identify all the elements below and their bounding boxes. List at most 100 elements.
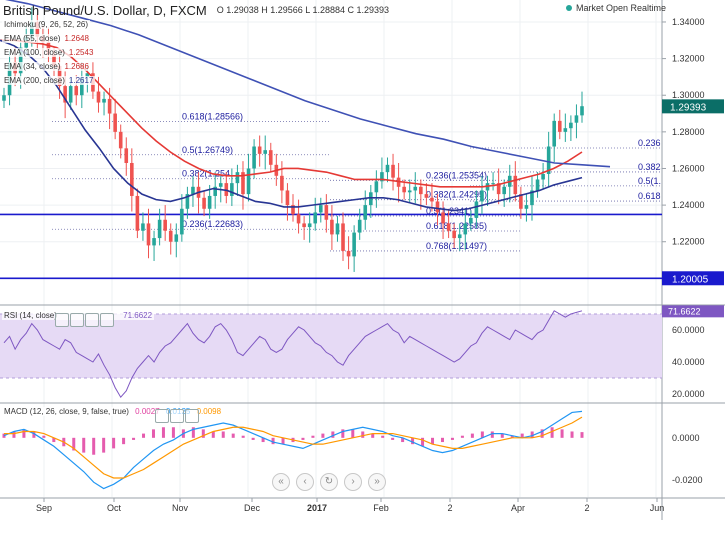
macd-hist-bar [580, 432, 584, 438]
fib-level-label: 0.236(1.22683) [182, 219, 243, 229]
candle-body [68, 86, 73, 103]
rsi-close-icon[interactable] [85, 313, 99, 327]
macd-settings-icon[interactable] [155, 409, 169, 423]
macd-hist-bar [171, 427, 175, 438]
candle-body [569, 122, 573, 129]
ema55-label[interactable]: EMA (55, close) 1.2648 [2, 34, 91, 43]
candle-body [18, 47, 23, 74]
fib-level-label: 0.5(1.26749) [182, 145, 233, 155]
macd-close-icon[interactable] [185, 409, 199, 423]
candle-body [563, 128, 568, 132]
candle-body [441, 212, 445, 224]
candle-body [391, 164, 395, 178]
rsi-settings-icon[interactable] [55, 313, 69, 327]
macd-v3: 0.0098 [196, 407, 222, 416]
candle-body [246, 168, 251, 195]
macd-hist-bar [12, 431, 16, 438]
macd-hist-bar [351, 429, 355, 438]
candle-body [419, 186, 423, 195]
candle-body [113, 113, 117, 132]
candle-body [135, 195, 140, 231]
candle-body [402, 186, 406, 193]
candle-body [291, 205, 295, 215]
ema-a-label[interactable]: EMA (34, close) 1.2686 [2, 62, 91, 71]
macd-hist-bar [470, 433, 474, 438]
candle-body [157, 219, 162, 239]
time-tick-label: Dec [244, 503, 261, 513]
time-tick-label: 2 [447, 503, 452, 513]
nav-back-icon[interactable]: ‹ [296, 473, 314, 491]
candle-body [268, 150, 273, 165]
ema100-label[interactable]: EMA (100, close) 1.2543 [2, 48, 96, 57]
candle-body [118, 131, 123, 149]
macd-hist-bar [421, 437, 425, 447]
rsi-hide-icon[interactable] [70, 313, 84, 327]
fib-level-label: 0.382(1.254... [182, 169, 238, 179]
macd-hist-bar [450, 437, 454, 440]
fib-level-label: 0.618 [638, 191, 661, 201]
candle-body [313, 212, 318, 224]
macd-hist-bar [301, 437, 305, 440]
macd-hist-bar [231, 433, 235, 438]
macd-hist-bar [331, 431, 335, 438]
candle-body [52, 54, 56, 66]
candle-body [491, 183, 495, 185]
symbol-title[interactable]: British Pound/U.S. Dollar, D, FXCM [3, 2, 207, 18]
macd-hist-bar [540, 429, 544, 438]
candle-body [335, 223, 340, 235]
ichimoku-label[interactable]: Ichimoku (9, 26, 52, 26) [2, 20, 91, 29]
candle-body [541, 173, 545, 180]
candle-body [185, 194, 190, 209]
macd-hist-bar [32, 431, 36, 438]
candle-body [141, 223, 145, 231]
macd-series-line [3, 410, 583, 490]
macd-hide-icon[interactable] [170, 409, 184, 423]
candle-body [213, 186, 217, 196]
macd-hist-bar [142, 433, 146, 438]
macd-hist-bar [311, 435, 315, 438]
time-tick-label: Nov [172, 503, 189, 513]
price-tick-label: 1.28000 [672, 127, 705, 137]
macd-hist-bar [22, 429, 26, 438]
candle-body [363, 205, 368, 220]
macd-tick-label: 0.0000 [672, 433, 700, 443]
macd-tick-label: -0.0200 [672, 475, 703, 485]
macd-hist-bar [401, 437, 405, 443]
time-tick-label: 2 [584, 503, 589, 513]
candle-body [463, 223, 468, 235]
macd-hist-bar [550, 427, 554, 438]
candle-body [530, 190, 534, 206]
candle-body [124, 148, 129, 163]
fib-level-label: 0.768(1.21497) [426, 241, 487, 251]
price-tick-label: 1.22000 [672, 237, 705, 247]
candle-body [480, 190, 484, 202]
ema200-label[interactable]: EMA (200, close) 1.2617 [2, 76, 96, 85]
rsi-more-icon[interactable] [100, 313, 114, 327]
macd-hist-bar [122, 437, 126, 445]
macd-hist-bar [510, 435, 514, 438]
fib-level-label: 0.5(1. [638, 176, 661, 186]
candle-body [469, 217, 473, 224]
nav-first-icon[interactable]: « [272, 473, 290, 491]
macd-hist-bar [411, 437, 415, 445]
candle-body [341, 223, 345, 251]
macd-hist-bar [271, 437, 275, 445]
price-tick-label: 1.24000 [672, 200, 705, 210]
ema-a-label-text: EMA (34, close) [4, 62, 61, 71]
ema200-value: 1.2617 [68, 76, 94, 85]
rsi-tick-label: 60.0000 [672, 325, 705, 335]
market-status-text: Market Open Realtime [576, 3, 667, 13]
ema-line [0, 39, 583, 212]
candle-body [224, 183, 229, 196]
macd-hist-bar [72, 437, 76, 451]
macd-hist-bar [201, 429, 205, 438]
candle-body [452, 230, 456, 239]
market-status: Market Open Realtime [566, 3, 666, 13]
candle-body [263, 150, 268, 154]
nav-last-icon[interactable]: » [368, 473, 386, 491]
nav-forward-icon[interactable]: › [344, 473, 362, 491]
candle-body [29, 21, 34, 37]
nav-reset-icon[interactable]: ↻ [320, 473, 338, 491]
candle-body [374, 181, 379, 193]
